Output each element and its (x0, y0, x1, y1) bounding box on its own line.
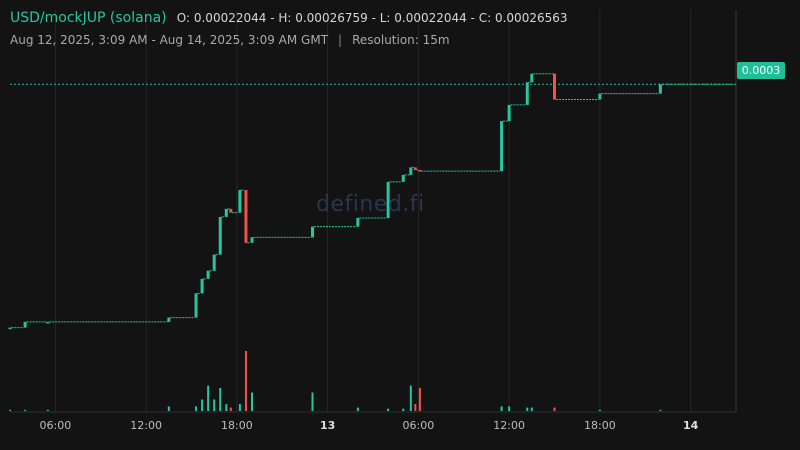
candle (401, 174, 405, 182)
pair-title: USD/mockJUP (solana) (10, 10, 167, 26)
candle (553, 73, 556, 100)
x-tick-label: 12:00 (130, 419, 162, 432)
volume-bar (530, 407, 533, 411)
candle (218, 216, 222, 255)
volume-bar (24, 409, 27, 411)
candle (238, 190, 242, 213)
volume-bar (553, 407, 556, 411)
x-tick-label: 14 (683, 419, 699, 432)
resolution-label: Resolution: 15m (352, 33, 450, 47)
volume-bar (414, 404, 417, 411)
volume-bar (244, 351, 247, 411)
candle (200, 278, 204, 294)
candle (598, 93, 602, 100)
volume-bar (251, 392, 253, 411)
candle (311, 226, 314, 238)
volume-bar (311, 392, 314, 411)
candle (224, 208, 228, 217)
candle (418, 170, 422, 172)
volume-bar (46, 409, 49, 411)
volume-bar (207, 385, 210, 411)
volume-bar (201, 399, 204, 411)
volume-bar (225, 404, 228, 411)
volume-bar (659, 409, 662, 411)
watermark: defined.fi (316, 192, 425, 217)
volume-bar (229, 407, 232, 411)
candle (23, 321, 27, 328)
candle (356, 218, 360, 227)
candle (658, 84, 662, 94)
volume-bar (508, 406, 511, 411)
candle (8, 327, 12, 330)
candle (244, 190, 248, 243)
candle (525, 82, 529, 105)
volume-bar (356, 407, 359, 411)
volume-bar (500, 406, 503, 411)
volume-bar (167, 406, 170, 411)
volume-bar (195, 406, 198, 411)
volume-bar (9, 409, 11, 411)
chart-subheader: Aug 12, 2025, 3:09 AM - Aug 14, 2025, 3:… (10, 33, 450, 47)
candle (386, 181, 390, 218)
volume-bar (213, 399, 216, 411)
x-tick-label: 13 (320, 419, 335, 432)
candle (194, 293, 198, 318)
separator: | (338, 33, 343, 47)
candle (409, 167, 413, 175)
volume-bar (418, 387, 421, 411)
x-tick-label: 18:00 (584, 419, 616, 432)
volume-bar (219, 387, 222, 411)
candle (500, 121, 504, 172)
time-range: Aug 12, 2025, 3:09 AM - Aug 14, 2025, 3:… (10, 33, 329, 47)
candle (413, 167, 417, 171)
volume-bar (598, 409, 601, 411)
candle (507, 104, 511, 122)
candle (229, 208, 233, 213)
candle (530, 73, 534, 83)
volume-bar (238, 404, 241, 411)
ohlc-readout: O: 0.00022044 - H: 0.00026759 - L: 0.000… (176, 11, 568, 25)
chart-header: USD/mockJUP (solana) O: 0.00022044 - H: … (10, 10, 568, 26)
volume-bar (402, 408, 405, 411)
x-tick-label: 18:00 (221, 419, 253, 432)
candle (46, 321, 50, 324)
last-price-tag: 0.0003 (737, 62, 785, 79)
candle (206, 270, 210, 279)
x-tick-label: 06:00 (40, 419, 72, 432)
candle (212, 254, 216, 271)
x-tick-label: 12:00 (493, 419, 525, 432)
x-tick-label: 06:00 (403, 419, 435, 432)
candle (250, 237, 254, 243)
volume-bar (409, 385, 412, 411)
volume-bar (387, 408, 390, 411)
volume-bar (526, 407, 529, 411)
candle (167, 317, 171, 322)
